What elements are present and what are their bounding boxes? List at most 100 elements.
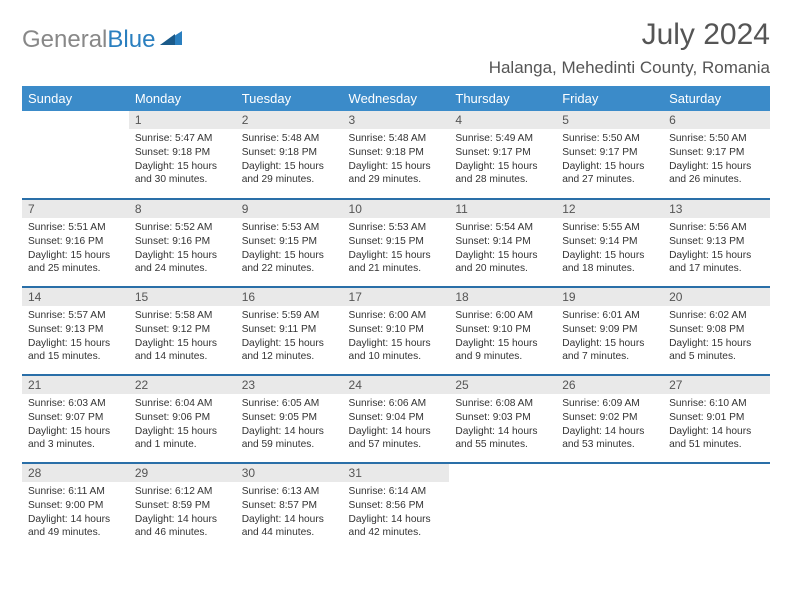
calendar-day-cell: 29Sunrise: 6:12 AMSunset: 8:59 PMDayligh… [129, 463, 236, 551]
calendar-day-cell [556, 463, 663, 551]
calendar-week-row: 14Sunrise: 5:57 AMSunset: 9:13 PMDayligh… [22, 287, 770, 375]
calendar-day-cell [663, 463, 770, 551]
logo-blue: Blue [107, 26, 155, 53]
day-details: Sunrise: 6:02 AMSunset: 9:08 PMDaylight:… [663, 306, 770, 368]
calendar-day-cell: 10Sunrise: 5:53 AMSunset: 9:15 PMDayligh… [343, 199, 450, 287]
day-details: Sunrise: 6:08 AMSunset: 9:03 PMDaylight:… [449, 394, 556, 456]
day-number: 1 [129, 111, 236, 129]
weekday-header: Thursday [449, 86, 556, 111]
header: GeneralBlue July 2024 Halanga, Mehedinti… [22, 18, 770, 78]
day-details: Sunrise: 6:13 AMSunset: 8:57 PMDaylight:… [236, 482, 343, 544]
logo-triangle-icon [160, 29, 182, 50]
title-block: July 2024 Halanga, Mehedinti County, Rom… [489, 18, 770, 78]
location: Halanga, Mehedinti County, Romania [489, 58, 770, 78]
day-details: Sunrise: 5:57 AMSunset: 9:13 PMDaylight:… [22, 306, 129, 368]
day-number: 10 [343, 200, 450, 218]
day-number: 15 [129, 288, 236, 306]
day-details: Sunrise: 5:50 AMSunset: 9:17 PMDaylight:… [663, 129, 770, 191]
day-number: 27 [663, 376, 770, 394]
day-number: 23 [236, 376, 343, 394]
calendar-day-cell: 24Sunrise: 6:06 AMSunset: 9:04 PMDayligh… [343, 375, 450, 463]
day-details: Sunrise: 5:54 AMSunset: 9:14 PMDaylight:… [449, 218, 556, 280]
day-number: 4 [449, 111, 556, 129]
day-details: Sunrise: 6:09 AMSunset: 9:02 PMDaylight:… [556, 394, 663, 456]
weekday-header: Sunday [22, 86, 129, 111]
day-number: 22 [129, 376, 236, 394]
day-number: 6 [663, 111, 770, 129]
day-number: 14 [22, 288, 129, 306]
calendar-day-cell: 8Sunrise: 5:52 AMSunset: 9:16 PMDaylight… [129, 199, 236, 287]
calendar-day-cell: 13Sunrise: 5:56 AMSunset: 9:13 PMDayligh… [663, 199, 770, 287]
calendar-day-cell: 21Sunrise: 6:03 AMSunset: 9:07 PMDayligh… [22, 375, 129, 463]
day-details: Sunrise: 5:48 AMSunset: 9:18 PMDaylight:… [236, 129, 343, 191]
day-details: Sunrise: 5:56 AMSunset: 9:13 PMDaylight:… [663, 218, 770, 280]
calendar-day-cell: 16Sunrise: 5:59 AMSunset: 9:11 PMDayligh… [236, 287, 343, 375]
calendar-day-cell: 30Sunrise: 6:13 AMSunset: 8:57 PMDayligh… [236, 463, 343, 551]
calendar-day-cell: 23Sunrise: 6:05 AMSunset: 9:05 PMDayligh… [236, 375, 343, 463]
calendar-day-cell: 11Sunrise: 5:54 AMSunset: 9:14 PMDayligh… [449, 199, 556, 287]
weekday-header: Tuesday [236, 86, 343, 111]
logo: GeneralBlue [22, 18, 182, 54]
logo-text: GeneralBlue [22, 26, 155, 54]
day-number: 30 [236, 464, 343, 482]
calendar-body: 1Sunrise: 5:47 AMSunset: 9:18 PMDaylight… [22, 111, 770, 551]
calendar-day-cell: 6Sunrise: 5:50 AMSunset: 9:17 PMDaylight… [663, 111, 770, 199]
day-details: Sunrise: 5:53 AMSunset: 9:15 PMDaylight:… [343, 218, 450, 280]
day-details: Sunrise: 6:11 AMSunset: 9:00 PMDaylight:… [22, 482, 129, 544]
day-number: 7 [22, 200, 129, 218]
day-number: 2 [236, 111, 343, 129]
calendar-day-cell: 28Sunrise: 6:11 AMSunset: 9:00 PMDayligh… [22, 463, 129, 551]
day-details: Sunrise: 5:55 AMSunset: 9:14 PMDaylight:… [556, 218, 663, 280]
calendar-day-cell: 18Sunrise: 6:00 AMSunset: 9:10 PMDayligh… [449, 287, 556, 375]
day-number: 8 [129, 200, 236, 218]
day-details: Sunrise: 6:00 AMSunset: 9:10 PMDaylight:… [343, 306, 450, 368]
weekday-header: Saturday [663, 86, 770, 111]
day-number: 31 [343, 464, 450, 482]
day-details: Sunrise: 6:10 AMSunset: 9:01 PMDaylight:… [663, 394, 770, 456]
day-details: Sunrise: 6:14 AMSunset: 8:56 PMDaylight:… [343, 482, 450, 544]
day-number: 20 [663, 288, 770, 306]
day-details: Sunrise: 6:04 AMSunset: 9:06 PMDaylight:… [129, 394, 236, 456]
day-details: Sunrise: 6:00 AMSunset: 9:10 PMDaylight:… [449, 306, 556, 368]
day-details: Sunrise: 6:06 AMSunset: 9:04 PMDaylight:… [343, 394, 450, 456]
day-number: 19 [556, 288, 663, 306]
day-details: Sunrise: 5:59 AMSunset: 9:11 PMDaylight:… [236, 306, 343, 368]
day-details: Sunrise: 5:48 AMSunset: 9:18 PMDaylight:… [343, 129, 450, 191]
calendar-day-cell: 17Sunrise: 6:00 AMSunset: 9:10 PMDayligh… [343, 287, 450, 375]
weekday-header: Monday [129, 86, 236, 111]
calendar-week-row: 7Sunrise: 5:51 AMSunset: 9:16 PMDaylight… [22, 199, 770, 287]
day-details: Sunrise: 5:50 AMSunset: 9:17 PMDaylight:… [556, 129, 663, 191]
weekday-header: Wednesday [343, 86, 450, 111]
calendar-day-cell: 22Sunrise: 6:04 AMSunset: 9:06 PMDayligh… [129, 375, 236, 463]
calendar-day-cell: 4Sunrise: 5:49 AMSunset: 9:17 PMDaylight… [449, 111, 556, 199]
day-details: Sunrise: 6:05 AMSunset: 9:05 PMDaylight:… [236, 394, 343, 456]
calendar-day-cell: 31Sunrise: 6:14 AMSunset: 8:56 PMDayligh… [343, 463, 450, 551]
calendar-day-cell: 26Sunrise: 6:09 AMSunset: 9:02 PMDayligh… [556, 375, 663, 463]
calendar-day-cell: 25Sunrise: 6:08 AMSunset: 9:03 PMDayligh… [449, 375, 556, 463]
day-number: 12 [556, 200, 663, 218]
day-details: Sunrise: 5:51 AMSunset: 9:16 PMDaylight:… [22, 218, 129, 280]
weekday-header-row: SundayMondayTuesdayWednesdayThursdayFrid… [22, 86, 770, 111]
day-details: Sunrise: 5:58 AMSunset: 9:12 PMDaylight:… [129, 306, 236, 368]
calendar-day-cell: 15Sunrise: 5:58 AMSunset: 9:12 PMDayligh… [129, 287, 236, 375]
calendar-day-cell: 3Sunrise: 5:48 AMSunset: 9:18 PMDaylight… [343, 111, 450, 199]
day-details: Sunrise: 6:01 AMSunset: 9:09 PMDaylight:… [556, 306, 663, 368]
day-number: 17 [343, 288, 450, 306]
day-number: 3 [343, 111, 450, 129]
day-number: 25 [449, 376, 556, 394]
calendar-day-cell: 20Sunrise: 6:02 AMSunset: 9:08 PMDayligh… [663, 287, 770, 375]
calendar-day-cell: 5Sunrise: 5:50 AMSunset: 9:17 PMDaylight… [556, 111, 663, 199]
calendar-day-cell: 7Sunrise: 5:51 AMSunset: 9:16 PMDaylight… [22, 199, 129, 287]
day-details: Sunrise: 6:12 AMSunset: 8:59 PMDaylight:… [129, 482, 236, 544]
calendar-day-cell: 2Sunrise: 5:48 AMSunset: 9:18 PMDaylight… [236, 111, 343, 199]
day-number: 11 [449, 200, 556, 218]
day-number: 16 [236, 288, 343, 306]
day-number: 28 [22, 464, 129, 482]
day-number: 24 [343, 376, 450, 394]
day-details: Sunrise: 5:47 AMSunset: 9:18 PMDaylight:… [129, 129, 236, 191]
day-number: 26 [556, 376, 663, 394]
day-number: 18 [449, 288, 556, 306]
calendar-day-cell: 1Sunrise: 5:47 AMSunset: 9:18 PMDaylight… [129, 111, 236, 199]
weekday-header: Friday [556, 86, 663, 111]
day-number: 29 [129, 464, 236, 482]
